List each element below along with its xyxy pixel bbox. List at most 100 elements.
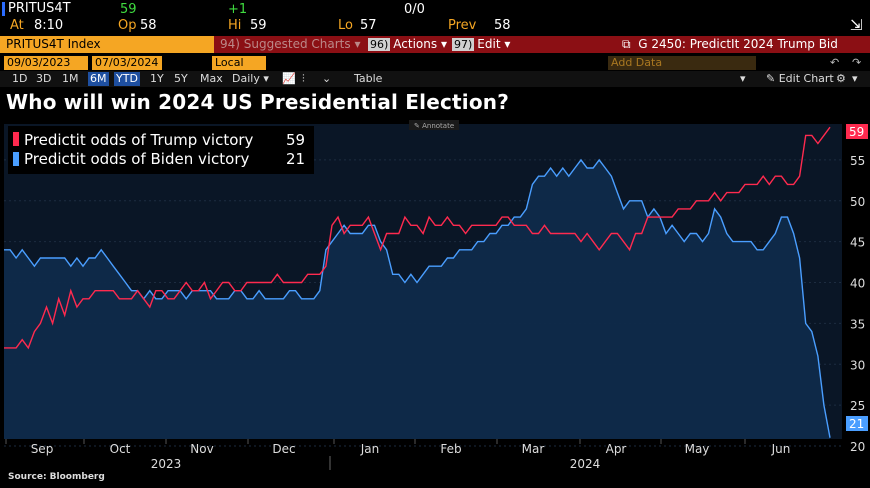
trump-last-value: 59 <box>849 125 864 139</box>
range-bar: 1D 3D 1M 6M YTD 1Y 5Y Max Daily ▾ 📈 ⫶ ⌄ … <box>0 71 870 87</box>
chart-options-icon[interactable]: ▾ <box>852 72 858 85</box>
ticker-field[interactable]: PRITUS4T <box>2 2 88 16</box>
settings-icon[interactable]: ⚙ <box>836 72 846 85</box>
range-5y[interactable]: 5Y <box>174 72 188 85</box>
add-data-field[interactable]: Add Data <box>608 56 756 70</box>
x-tick-label: Jun <box>771 442 791 456</box>
legend-trump-swatch <box>13 132 19 146</box>
trump-last-tag <box>846 124 868 139</box>
start-date-field[interactable]: 09/03/2023 <box>4 56 88 70</box>
edit-chart-label: Edit Chart <box>778 72 834 85</box>
x-axis: Sep Oct Nov Dec Jan Feb Mar Apr May Jun 2023 2024 <box>5 439 791 471</box>
x-year-label: 2024 <box>570 457 601 471</box>
last-price: 59 <box>120 2 137 17</box>
suggested-charts-menu[interactable]: 94) Suggested Charts ▾ <box>220 37 361 51</box>
edit-label: Edit <box>477 37 501 51</box>
range-ytd[interactable]: YTD <box>114 72 140 86</box>
x-year-label: 2023 <box>151 457 182 471</box>
suggested-charts-label: Suggested Charts <box>243 37 351 51</box>
low-value: 57 <box>360 18 377 33</box>
bar-style-icon[interactable]: ⫶ <box>302 72 305 85</box>
line-chart-icon[interactable]: 📈 <box>282 72 296 85</box>
source-note: Source: Bloomberg <box>8 472 105 482</box>
y-tick-label: 30 <box>850 358 865 372</box>
price-change: +1 <box>228 2 248 17</box>
x-tick-label: Feb <box>440 442 461 456</box>
x-tick-label: Sep <box>31 442 54 456</box>
security-label: PRITUS4T Index <box>6 37 101 51</box>
edit-menu[interactable]: 97) Edit ▾ <box>452 37 511 51</box>
table-button[interactable]: Table <box>354 72 383 85</box>
period-label: Daily <box>232 72 260 85</box>
y-tick-label: 35 <box>850 317 865 331</box>
x-tick-label: Mar <box>522 442 545 456</box>
y-tick-label: 20 <box>850 440 865 454</box>
annotate-text: Annotate <box>422 122 454 130</box>
undo-icon[interactable]: ↶ <box>830 56 840 69</box>
high-value: 59 <box>250 18 267 33</box>
range-6m[interactable]: 6M <box>88 72 109 86</box>
y-tick-label: 40 <box>850 277 865 291</box>
chart-id-label: G 2450: PredictIt 2024 Trump Bid <box>638 37 838 51</box>
legend-biden-value: 21 <box>286 150 305 168</box>
annotate-label: ✎ Annotate <box>414 122 454 130</box>
edit-chart-button[interactable]: ✎ Edit Chart <box>766 72 834 85</box>
y-tick-label: 50 <box>850 195 865 209</box>
time-label: At <box>10 18 24 33</box>
end-date-field[interactable]: 07/03/2024 <box>92 56 162 70</box>
date-bar: 09/03/2023 07/03/2024 Local CCY Add Data… <box>0 55 870 83</box>
actions-label: Actions <box>393 37 438 51</box>
low-label: Lo <box>338 18 353 33</box>
ticker-label: PRITUS4T <box>8 1 71 16</box>
time-value: 8:10 <box>34 18 64 33</box>
range-1y[interactable]: 1Y <box>150 72 164 85</box>
suggested-charts-num: 94) <box>220 37 240 51</box>
trump-series-line[interactable] <box>4 126 831 350</box>
quote-bar: PRITUS4T 59 +1 0/0 At 8:10 Op 58 Hi 59 L… <box>0 0 870 36</box>
line-chart[interactable]: 20 25 30 35 40 45 50 55 Sep Oct Nov Dec Jan Feb Mar Ap… <box>0 114 870 482</box>
expand-icon[interactable]: ⇲ <box>850 16 863 34</box>
x-tick-label: Apr <box>606 442 627 456</box>
actions-num: 96) <box>368 38 391 51</box>
legend-box <box>8 126 314 174</box>
range-max[interactable]: Max <box>200 72 223 85</box>
legend-trump-value: 59 <box>286 131 305 149</box>
prev-value: 58 <box>494 18 511 33</box>
chart-title: Who will win 2024 US Presidential Electi… <box>6 90 510 114</box>
external-link-icon[interactable]: ⧉ <box>622 37 631 51</box>
legend-biden-swatch <box>13 152 19 166</box>
range-3d[interactable]: 3D <box>36 72 52 85</box>
currency-select[interactable]: Local CCY <box>212 56 266 83</box>
high-label: Hi <box>228 18 242 33</box>
edit-num: 97) <box>452 38 475 51</box>
prev-label: Prev <box>448 18 477 33</box>
biden-series-area <box>4 159 830 439</box>
legend-biden-label: Predictit odds of Biden victory <box>24 150 250 168</box>
chart-type-icon[interactable]: ⌄ <box>322 72 332 85</box>
chart-id: ⧉ G 2450: PredictIt 2024 Trump Bid <box>622 36 838 53</box>
x-tick-label: Jan <box>360 442 380 456</box>
biden-last-tag <box>846 416 868 431</box>
range-1d[interactable]: 1D <box>12 72 28 85</box>
security-field[interactable]: PRITUS4T Index <box>0 36 214 53</box>
actions-menu[interactable]: 96) Actions ▾ <box>368 37 447 51</box>
bid-ask-size: 0/0 <box>404 2 425 17</box>
x-tick-label: Dec <box>272 442 295 456</box>
x-tick-label: Nov <box>190 442 213 456</box>
legend-trump-label: Predictit odds of Trump victory <box>24 131 254 149</box>
open-label: Op <box>118 18 137 33</box>
annotate-button[interactable] <box>409 120 459 130</box>
range-1m[interactable]: 1M <box>62 72 79 85</box>
open-value: 58 <box>140 18 157 33</box>
y-tick-label: 25 <box>850 399 865 413</box>
redo-icon[interactable]: ↷ <box>852 56 862 69</box>
y-tick-label: 45 <box>850 236 865 250</box>
y-axis: 20 25 30 35 40 45 50 55 <box>850 154 865 454</box>
y-tick-label: 55 <box>850 154 865 168</box>
x-tick-label: Oct <box>110 442 131 456</box>
more-options[interactable]: ▾ <box>740 72 746 85</box>
biden-last-value: 21 <box>849 417 864 431</box>
period-select[interactable]: Daily ▾ <box>232 72 269 85</box>
command-bar: PRITUS4T Index 94) Suggested Charts ▾ 96… <box>0 36 870 53</box>
x-tick-label: May <box>685 442 710 456</box>
